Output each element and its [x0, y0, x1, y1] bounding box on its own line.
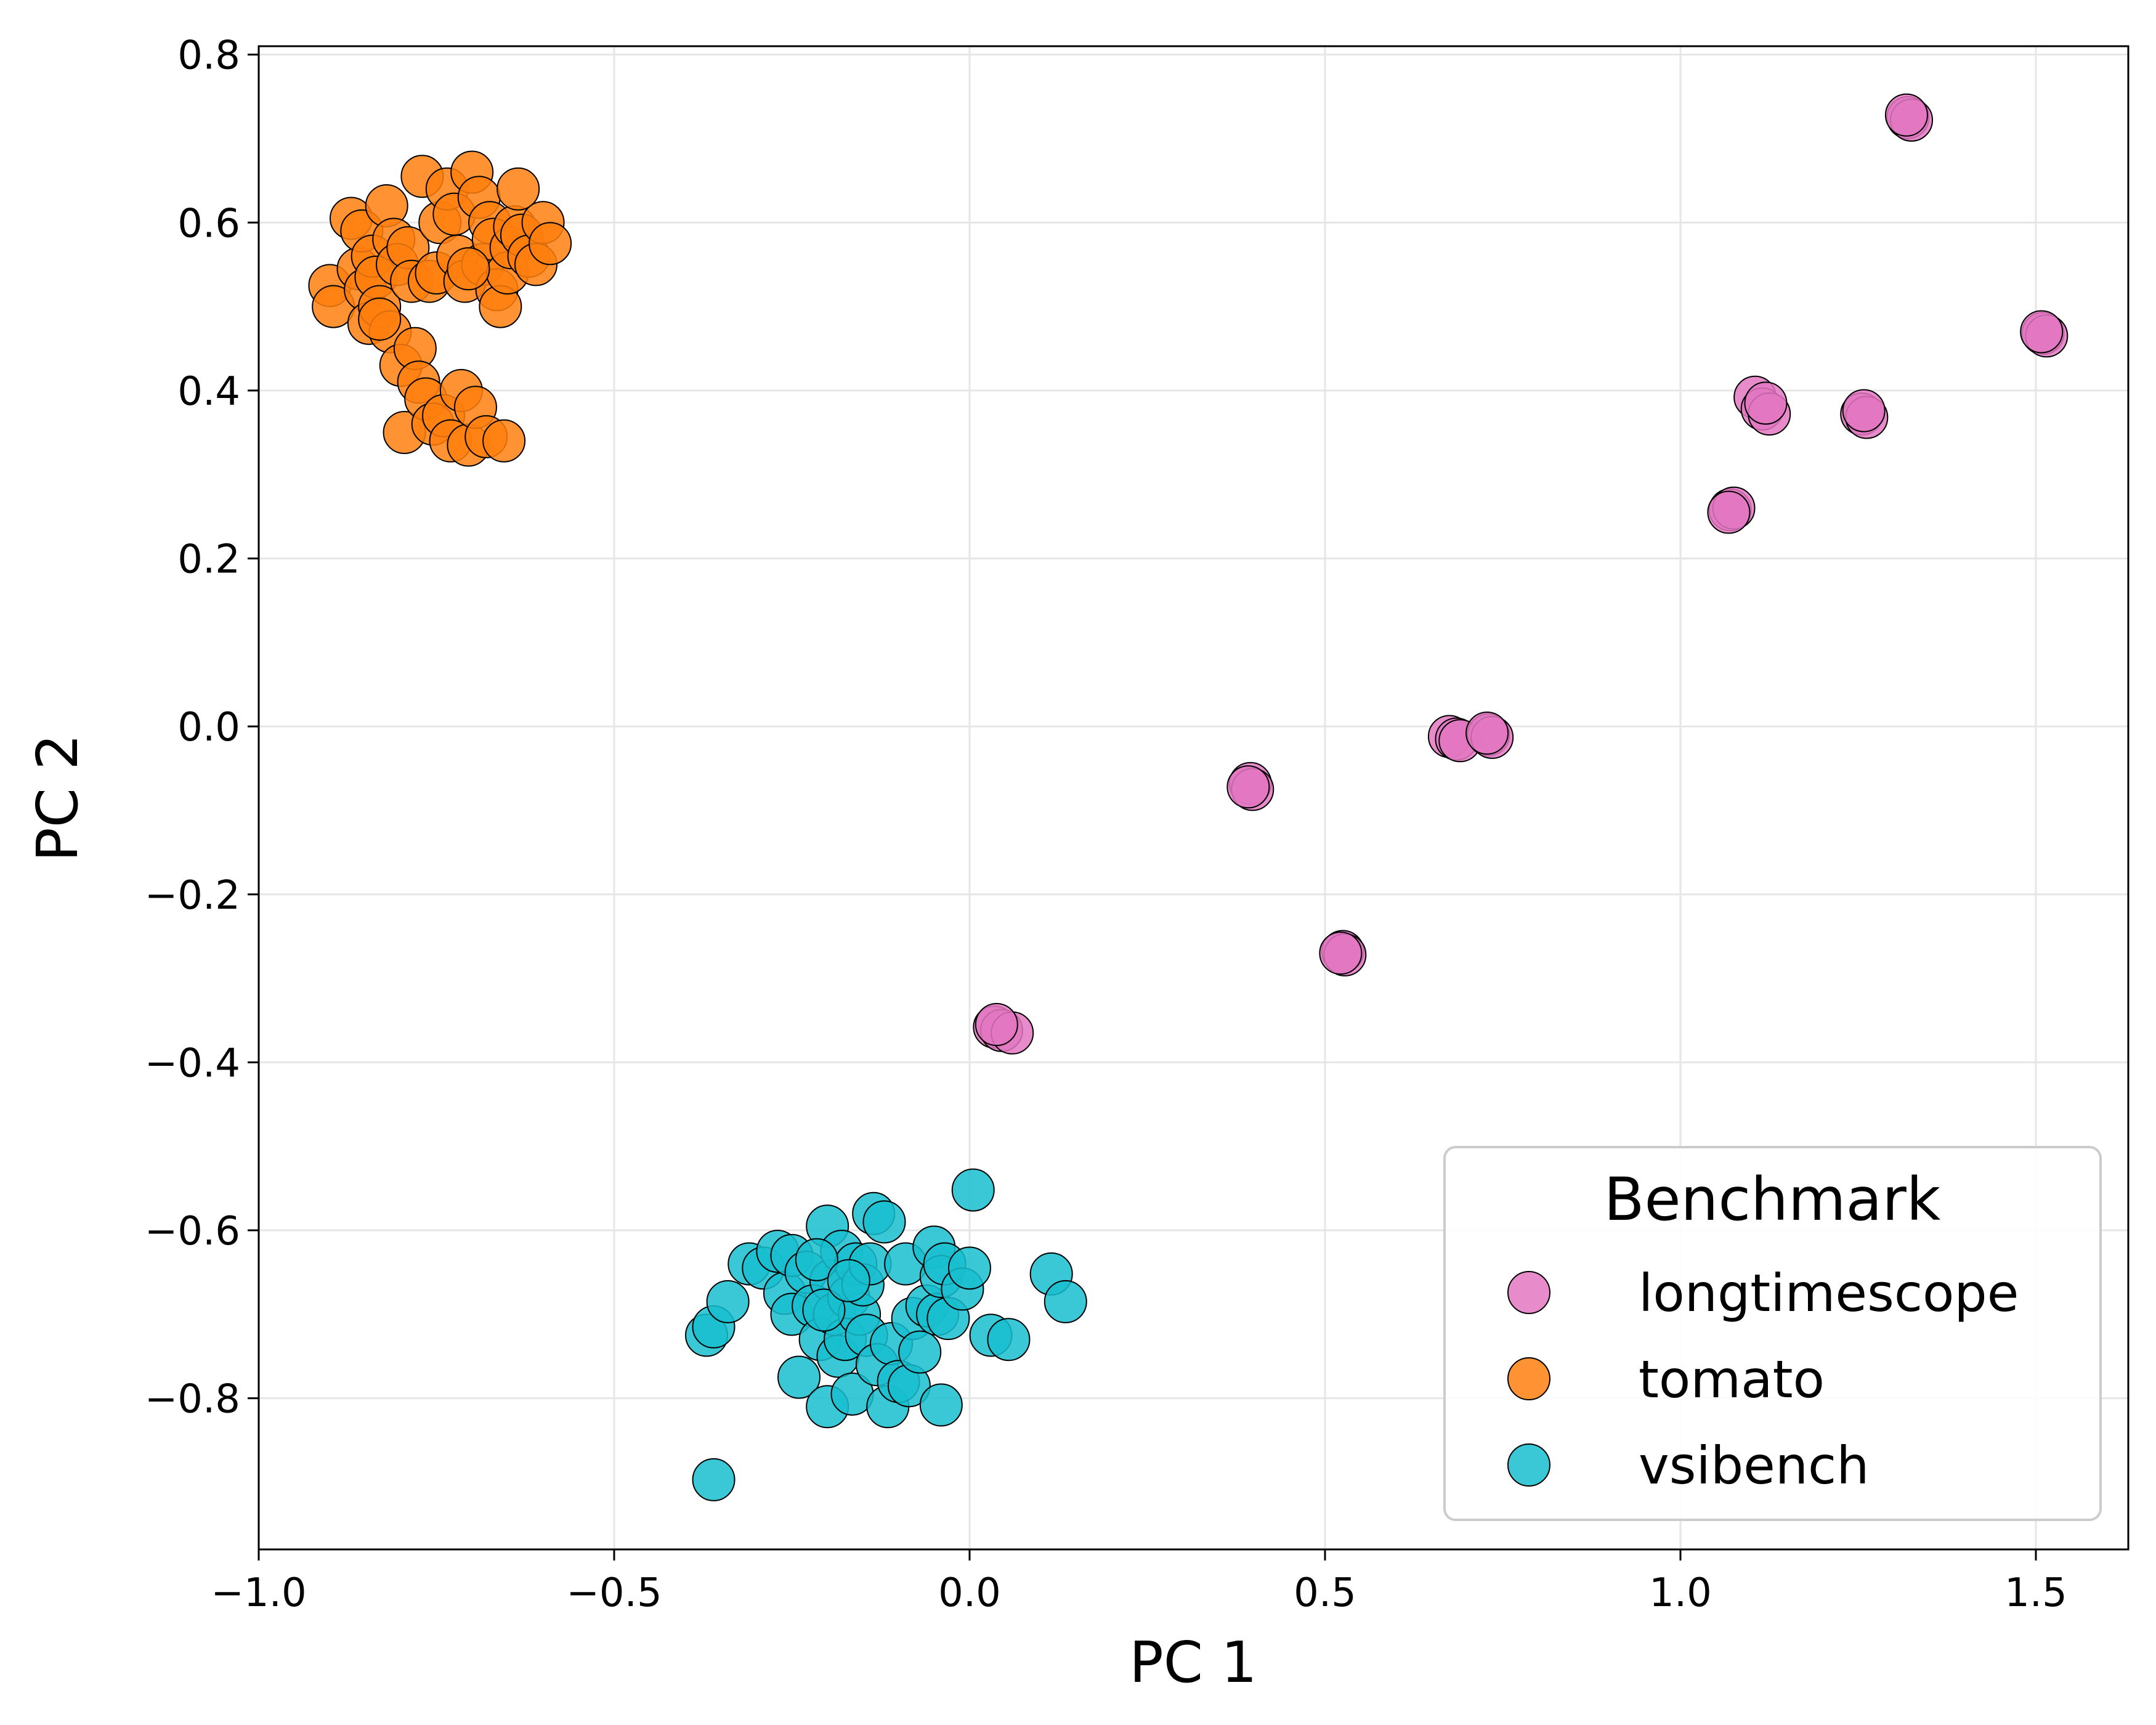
x-tick-label: −0.5	[566, 1570, 662, 1616]
point-tomato	[482, 419, 526, 463]
plot-frame	[257, 45, 2130, 1551]
legend-title: Benchmark	[1604, 1165, 1941, 1234]
point-longtimescope	[1744, 381, 1788, 425]
point-vsibench	[692, 1458, 736, 1501]
point-vsibench	[898, 1330, 942, 1374]
legend-marker-longtimescope	[1507, 1271, 1550, 1314]
point-vsibench	[919, 1383, 963, 1427]
axis-ticks: −1.0 −0.5 0.0 0.5 1.0 1.5 −0.8 −0.6 −0.4 −0.2 0.0 0…	[145, 33, 2067, 1616]
point-longtimescope	[1319, 932, 1363, 975]
y-tick-label: −0.6	[145, 1209, 240, 1254]
y-axis-label: PC 2	[25, 734, 91, 862]
point-longtimescope	[1465, 712, 1509, 755]
legend-marker-tomato	[1507, 1357, 1550, 1400]
point-vsibench	[795, 1238, 838, 1281]
y-tick-label: 0.8	[177, 33, 240, 79]
point-tomato	[447, 247, 490, 291]
point-vsibench	[706, 1280, 750, 1323]
legend-marker-vsibench	[1507, 1443, 1550, 1487]
point-longtimescope	[1842, 389, 1886, 432]
point-tomato	[496, 167, 540, 211]
legend-box	[1443, 1146, 2102, 1521]
x-tick-label: 1.0	[1649, 1570, 1712, 1616]
y-tick-label: −0.8	[145, 1377, 240, 1423]
legend-label-tomato: tomato	[1639, 1349, 1825, 1410]
point-vsibench	[1044, 1280, 1087, 1323]
x-tick-label: 0.0	[938, 1570, 1001, 1616]
legend-label-vsibench: vsibench	[1639, 1435, 1869, 1496]
point-vsibench	[827, 1259, 870, 1302]
legend-items: longtimescope tomato vsibench	[1507, 1263, 2019, 1496]
legend-label-longtimescope: longtimescope	[1639, 1263, 2019, 1323]
point-vsibench	[951, 1168, 995, 1212]
point-vsibench	[987, 1318, 1031, 1362]
y-tick-label: −0.2	[145, 873, 240, 919]
y-tick-label: 0.4	[177, 369, 240, 415]
point-tomato	[529, 222, 572, 266]
point-vsibench	[947, 1246, 991, 1290]
point-longtimescope	[1707, 490, 1751, 534]
point-longtimescope	[1884, 93, 1928, 137]
x-axis-label: PC 1	[1129, 1630, 1257, 1695]
point-longtimescope	[1226, 765, 1270, 809]
x-tick-label: 0.5	[1294, 1570, 1356, 1616]
point-vsibench	[777, 1355, 821, 1399]
y-tick-label: 0.6	[177, 201, 240, 246]
point-tomato	[358, 298, 402, 341]
point-vsibench	[862, 1200, 906, 1244]
grid-lines	[257, 46, 2128, 1549]
point-longtimescope	[2020, 310, 2064, 354]
y-tick-label: 0.0	[177, 705, 240, 750]
x-tick-label: 1.5	[2004, 1570, 2067, 1616]
point-vsibench	[802, 1288, 846, 1332]
point-longtimescope	[975, 1003, 1018, 1047]
legend: Benchmark longtimescope tomato vsibench	[1443, 1146, 2102, 1521]
y-tick-label: 0.2	[177, 537, 240, 583]
x-tick-label: −1.0	[211, 1570, 306, 1616]
y-tick-label: −0.4	[145, 1041, 240, 1086]
data-points	[308, 93, 2069, 1501]
